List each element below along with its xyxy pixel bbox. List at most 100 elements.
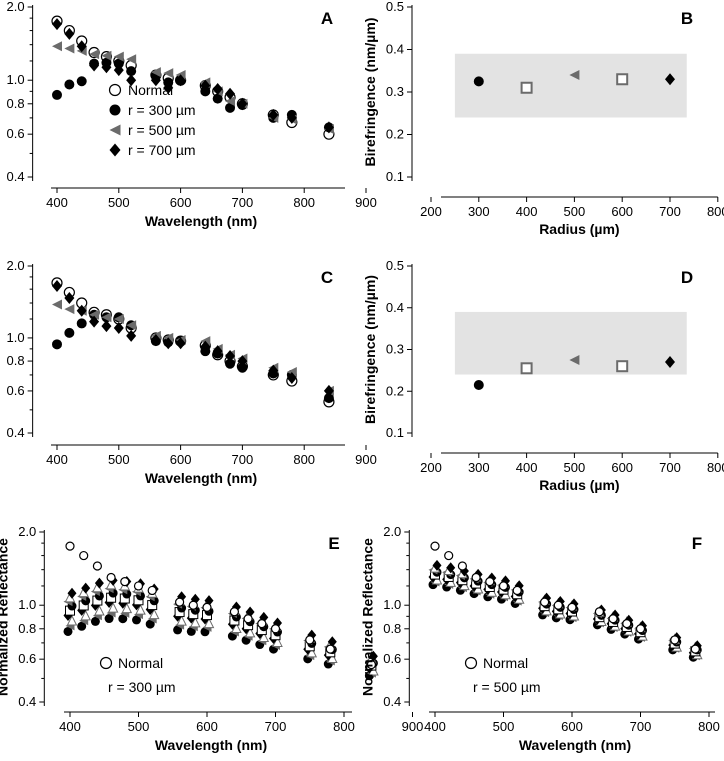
panel-label: F (692, 534, 702, 553)
data-point (212, 83, 223, 96)
data-point (446, 562, 456, 574)
data-point (690, 644, 700, 654)
legend-entry: r = 300 µm (108, 679, 176, 695)
data-point (126, 54, 137, 65)
data-point (89, 59, 100, 72)
data-point (175, 74, 186, 87)
data-point (268, 364, 279, 377)
data-point (616, 360, 629, 373)
data-point (104, 614, 114, 624)
data-point (243, 614, 253, 624)
x-tick-label: 300 (468, 460, 490, 475)
x-tick-label: 200 (420, 460, 442, 475)
data-point (101, 61, 112, 74)
data-point (173, 625, 183, 635)
data-point (203, 617, 215, 629)
y-tick-label: 0.4 (18, 694, 36, 709)
data-point (498, 581, 509, 591)
data-point (200, 340, 211, 353)
data-point (327, 636, 337, 648)
data-point (202, 602, 212, 612)
data-point (608, 614, 618, 624)
panel-A: 400 500 600 700 800 900 0.4 0.6 0.8 1.0 2.0 Wavelen… (7, 0, 377, 229)
data-point (126, 74, 137, 87)
data-point (133, 581, 144, 591)
x-tick-label: 300 (468, 204, 490, 219)
legend-marker (108, 83, 122, 97)
data-point (457, 561, 467, 571)
data-point (113, 64, 124, 77)
y-tick-label: 0.8 (7, 96, 25, 111)
data-point (368, 650, 378, 662)
legend-marker (109, 104, 121, 116)
data-point (90, 616, 100, 626)
data-point (665, 73, 675, 86)
data-point (200, 79, 211, 92)
data-point (81, 582, 91, 594)
data-point (92, 561, 103, 571)
x-tick-label: 800 (707, 460, 724, 475)
legend-marker (99, 656, 113, 670)
data-point (150, 334, 161, 347)
y-tick-label: 2.0 (383, 524, 401, 539)
data-point (286, 371, 297, 384)
data-point (148, 608, 160, 620)
x-tick-label: 700 (659, 460, 681, 475)
data-point (94, 577, 104, 589)
data-point (52, 89, 62, 100)
data-point (594, 607, 605, 617)
y-tick-label: 0.6 (18, 651, 36, 666)
data-point (430, 541, 440, 551)
data-point (101, 320, 112, 333)
legend-entry: r = 500 µm (128, 122, 196, 138)
x-tick-label: 500 (564, 460, 586, 475)
data-point (76, 318, 87, 329)
y-tick-label: 0.8 (383, 621, 401, 636)
data-point (553, 600, 563, 610)
x-tick-label: 700 (232, 195, 254, 210)
data-point (512, 585, 522, 596)
data-point (52, 339, 62, 350)
data-point (126, 66, 137, 77)
panel-E: 400 500 600 700 800 9000.40.60.81.02.0Wavelen… (0, 524, 423, 753)
x-axis-label: Wavelength (nm) (145, 213, 257, 229)
data-point (231, 622, 242, 634)
data-point (366, 659, 376, 670)
data-point (101, 50, 112, 61)
x-tick-label: 400 (46, 195, 68, 210)
panel-label: B (681, 9, 693, 28)
data-point (189, 616, 201, 628)
data-point (89, 315, 100, 328)
data-point (120, 577, 130, 587)
data-point (244, 626, 256, 638)
data-point (89, 49, 100, 60)
data-point (63, 626, 73, 636)
data-point (107, 602, 119, 613)
legend-entry: r = 700 µm (128, 142, 196, 158)
data-point (64, 27, 75, 40)
y-tick-label: 1.0 (7, 330, 25, 345)
data-point (323, 384, 334, 397)
data-point (485, 577, 495, 587)
x-tick-label: 800 (698, 719, 720, 734)
x-tick-label: 400 (424, 719, 446, 734)
x-tick-label: 900 (355, 195, 377, 210)
data-point (616, 73, 629, 86)
legend-entry: Normal (118, 655, 163, 671)
data-point (175, 337, 186, 350)
data-point (89, 309, 100, 320)
y-tick-label: 0.6 (7, 126, 25, 141)
y-tick-label: 2.0 (7, 0, 25, 14)
data-point (118, 614, 128, 624)
y-tick-label: 0.5 (386, 258, 404, 273)
data-point (212, 345, 223, 358)
y-tick-label: 0.1 (386, 425, 404, 440)
data-point (635, 624, 646, 634)
data-point (150, 74, 161, 87)
y-tick-label: 0.6 (383, 651, 401, 666)
x-tick-label: 500 (493, 719, 515, 734)
legend-entry: Normal (128, 82, 173, 98)
panel-C: 400 500 600 700 800 900 0.4 0.6 0.8 1.0 2.0 Wavelen… (7, 258, 377, 486)
data-point (188, 600, 198, 610)
